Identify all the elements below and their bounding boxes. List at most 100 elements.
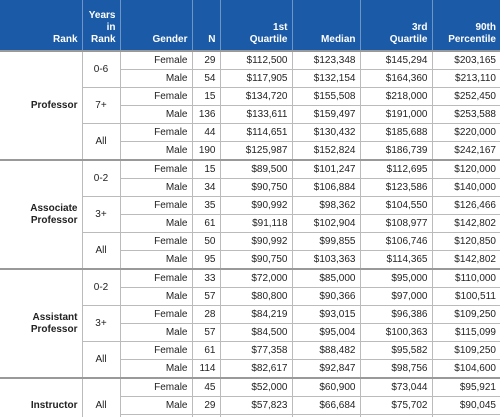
percentile-90-cell: $109,250 <box>431 305 500 324</box>
table-row: Professor 0-6 Female 29 $112,500 $123,348 $145… <box>0 50 500 161</box>
table-row: Male 34 $90,750 $106,884 $123,586 $140,000 <box>0 178 500 197</box>
percentile-90-cell: $252,450 <box>431 87 500 106</box>
percentile-90-cell: $104,600 <box>431 359 500 379</box>
header-line: Years <box>88 10 116 21</box>
third-quartile-cell: $123,586 <box>359 178 432 197</box>
median-cell: $93,015 <box>291 305 360 324</box>
column-header: N <box>191 0 220 51</box>
first-quartile-cell: $114,651 <box>219 123 292 142</box>
header-line: Percentile <box>448 34 496 45</box>
years-cell: 3+ <box>81 305 120 342</box>
first-quartile-cell: $72,000 <box>219 268 292 288</box>
median-cell: $132,154 <box>291 69 360 88</box>
column-header: Years in Rank <box>81 0 120 51</box>
median-cell: $90,366 <box>291 287 360 306</box>
table-row: Male 136 $133,611 $159,497 $191,000 $253,588 <box>0 105 500 124</box>
years-cell: 7+ <box>81 87 120 124</box>
n-cell: 15 <box>191 87 220 106</box>
third-quartile-cell: $104,550 <box>359 196 432 215</box>
median-cell: $95,004 <box>291 323 360 342</box>
percentile-90-cell: $142,802 <box>431 250 500 270</box>
percentile-90-cell: $140,000 <box>431 178 500 197</box>
third-quartile-cell: $218,000 <box>359 87 432 106</box>
percentile-90-cell: $109,250 <box>431 341 500 360</box>
first-quartile-cell: $90,992 <box>219 232 292 251</box>
third-quartile-cell: $95,000 <box>359 268 432 288</box>
third-quartile-cell: $112,695 <box>359 159 432 179</box>
header-line: 1st <box>273 22 288 33</box>
third-quartile-cell: $75,702 <box>359 396 432 415</box>
header-line: Rank <box>53 34 78 45</box>
gender-cell: Transgender <box>119 414 192 417</box>
percentile-90-cell: $100,511 <box>431 287 500 306</box>
gender-cell: Female <box>119 50 192 70</box>
n-cell: 29 <box>191 396 220 415</box>
header-line: 90th <box>475 22 496 33</box>
gender-cell: Female <box>119 196 192 215</box>
n-cell: 95 <box>191 250 220 270</box>
gender-cell: Male <box>119 323 192 342</box>
median-cell: $92,847 <box>291 359 360 379</box>
percentile-90-cell: $95,921 <box>431 377 500 397</box>
column-header: 90th Percentile <box>431 0 500 51</box>
years-cell: All <box>81 377 120 417</box>
header-row: Rank Years in Rank Gender N 1st Quartile Median… <box>0 0 500 51</box>
table-row: All Female 50 $90,992 $99,855 $106,746 $120,85… <box>0 232 500 270</box>
table-row: Male 61 $91,118 $102,904 $108,977 $142,802 <box>0 214 500 233</box>
median-cell: $99,855 <box>291 232 360 251</box>
header-line: Median <box>321 34 356 45</box>
percentile-90-cell: $120,000 <box>431 159 500 179</box>
percentile-90-cell: $126,466 <box>431 196 500 215</box>
table-row: All Female 44 $114,651 $130,432 $185,688 $220,… <box>0 123 500 161</box>
years-cell: 0-6 <box>81 50 120 88</box>
median-cell: $98,362 <box>291 196 360 215</box>
table-row: All Female 61 $77,358 $88,482 $95,582 $109,250 <box>0 341 500 379</box>
third-quartile-cell: $145,294 <box>359 50 432 70</box>
years-cell: All <box>81 123 120 161</box>
table-body: Professor 0-6 Female 29 $112,500 $123,348 $145… <box>0 50 500 417</box>
third-quartile-cell: $73,044 <box>359 377 432 397</box>
median-cell: $101,247 <box>291 159 360 179</box>
median-cell: $159,497 <box>291 105 360 124</box>
percentile-90-cell: $203,165 <box>431 50 500 70</box>
gender-cell: Male <box>119 287 192 306</box>
gender-cell: Female <box>119 341 192 360</box>
first-quartile-cell: $91,118 <box>219 214 292 233</box>
gender-cell: Male <box>119 69 192 88</box>
n-cell: 136 <box>191 105 220 124</box>
first-quartile-cell: $90,750 <box>219 178 292 197</box>
third-quartile-cell: $191,000 <box>359 105 432 124</box>
n-cell: 35 <box>191 196 220 215</box>
column-header: 1st Quartile <box>219 0 292 51</box>
third-quartile-cell: $185,688 <box>359 123 432 142</box>
percentile-90-cell: $120,850 <box>431 232 500 251</box>
first-quartile-cell: $134,720 <box>219 87 292 106</box>
years-cell: 0-2 <box>81 159 120 197</box>
third-quartile-cell: $96,386 <box>359 305 432 324</box>
n-cell: 54 <box>191 69 220 88</box>
first-quartile-cell: $77,358 <box>219 341 292 360</box>
gender-cell: Male <box>119 178 192 197</box>
table-row: Male 29 $57,823 $66,684 $75,702 $90,045 <box>0 396 500 415</box>
median-cell: $102,904 <box>291 214 360 233</box>
third-quartile-cell: $108,977 <box>359 214 432 233</box>
gender-cell: Female <box>119 159 192 179</box>
median-cell: $66,684 <box>291 396 360 415</box>
percentile-90-cell: $110,000 <box>431 268 500 288</box>
table-row: Male 57 $80,800 $90,366 $97,000 $100,511 <box>0 287 500 306</box>
column-header: Gender <box>119 0 192 51</box>
n-cell: 1 <box>191 414 220 417</box>
third-quartile-cell: $114,365 <box>359 250 432 270</box>
third-quartile-cell: $164,360 <box>359 69 432 88</box>
third-quartile-cell: $97,000 <box>359 287 432 306</box>
n-cell: 61 <box>191 341 220 360</box>
median-cell: $123,348 <box>291 50 360 70</box>
first-quartile-cell: $112,500 <box>219 50 292 70</box>
table-row: Assistant Professor 0-2 Female 33 $72,000 $85… <box>0 268 500 379</box>
first-quartile-cell: $89,500 <box>219 159 292 179</box>
gender-cell: Male <box>119 359 192 379</box>
gender-cell: Female <box>119 123 192 142</box>
n-cell: 34 <box>191 178 220 197</box>
header-line: Quartile <box>389 34 428 45</box>
